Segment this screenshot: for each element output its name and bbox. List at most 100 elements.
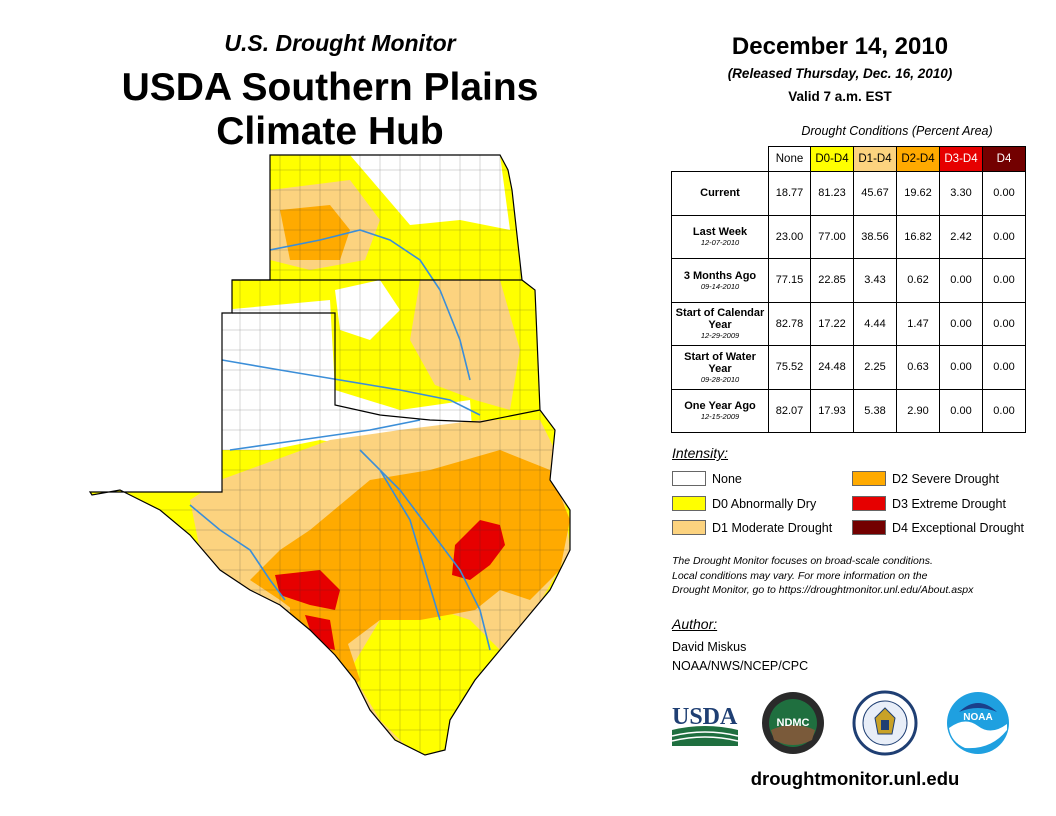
table-cell: 77.15 (768, 258, 811, 303)
disclaimer-note: The Drought Monitor focuses on broad-sca… (672, 554, 1042, 598)
table-cell: 82.78 (768, 301, 811, 346)
ndmc-logo-text: NDMC (777, 717, 810, 729)
table-cell: 2.90 (896, 388, 940, 433)
table-row: 3 Months Ago 09-14-2010 77.15 22.85 3.43 … (671, 258, 1026, 303)
drought-map (88, 154, 571, 756)
legend-swatch (672, 520, 706, 535)
legend-swatch (852, 520, 886, 535)
col-header-none: None (768, 146, 811, 172)
table-cell: 22.85 (810, 258, 854, 303)
table-cell: 0.00 (982, 301, 1026, 346)
author-name: David Miskus (672, 640, 747, 654)
table-cell: 82.07 (768, 388, 811, 433)
table-cell: 3.43 (853, 258, 897, 303)
table-cell: 0.00 (982, 258, 1026, 303)
row-label: Start of Water Year 09-28-2010 (671, 345, 769, 390)
table-row: Last Week 12-07-2010 23.00 77.00 38.56 16… (671, 214, 1026, 259)
intensity-title: Intensity: (672, 445, 729, 461)
table-cell: 5.38 (853, 388, 897, 433)
table-cell: 23.00 (768, 214, 811, 259)
author-org: NOAA/NWS/NCEP/CPC (672, 659, 809, 673)
col-header-d4: D4 (982, 146, 1026, 172)
table-cell: 0.62 (896, 258, 940, 303)
row-label: Start of Calendar Year 12-29-2009 (671, 301, 769, 346)
footer-url[interactable]: droughtmonitor.unl.edu (750, 768, 960, 789)
legend-label: D2 Severe Drought (892, 471, 1000, 486)
table-cell: 0.00 (939, 388, 983, 433)
usda-logo: USDA (671, 704, 739, 746)
row-label: 3 Months Ago 09-14-2010 (671, 258, 769, 303)
table-cell: 0.00 (982, 388, 1026, 433)
col-header-d1-d4: D1-D4 (853, 146, 897, 172)
legend-swatch (852, 496, 886, 511)
table-cell: 77.00 (810, 214, 854, 259)
legend-item-d1: D1 Moderate Drought (672, 520, 832, 535)
legend-swatch (672, 471, 706, 486)
legend-item-d4: D4 Exceptional Drought (852, 520, 1024, 535)
map-subtitle: U.S. Drought Monitor (224, 30, 456, 56)
table-cell: 1.47 (896, 301, 940, 346)
table-cell: 19.62 (896, 171, 940, 216)
ndmc-logo: NDMC (762, 692, 824, 754)
table-cell: 38.56 (853, 214, 897, 259)
valid-time: Valid 7 a.m. EST (788, 89, 892, 104)
table-cell: 0.00 (982, 171, 1026, 216)
table-cell: 4.44 (853, 301, 897, 346)
legend-item-none: None (672, 471, 742, 486)
table-cell: 45.67 (853, 171, 897, 216)
legend-label: None (712, 471, 742, 486)
table-cell: 0.00 (939, 345, 983, 390)
note-line: The Drought Monitor focuses on broad-sca… (672, 555, 933, 567)
table-cell: 0.00 (982, 345, 1026, 390)
legend-label: D4 Exceptional Drought (892, 520, 1025, 535)
table-cell: 17.22 (810, 301, 854, 346)
legend-label: D1 Moderate Drought (712, 520, 833, 535)
col-header-d3-d4: D3-D4 (939, 146, 983, 172)
legend-swatch (852, 471, 886, 486)
note-line: Local conditions may vary. For more info… (672, 569, 928, 582)
table-row: Start of Calendar Year 12-29-2009 82.78 1… (671, 301, 1026, 346)
conditions-table: None D0-D4 D1-D4 D2-D4 D3-D4 D4 Current … (671, 146, 1026, 433)
title-line-1: USDA Southern Plains (121, 66, 539, 109)
noaa-logo: NOAA (947, 692, 1009, 754)
table-cell: 81.23 (810, 171, 854, 216)
legend-swatch (672, 496, 706, 511)
table-cell: 2.25 (853, 345, 897, 390)
col-header-d0-d4: D0-D4 (810, 146, 854, 172)
row-label: One Year Ago 12-15-2009 (671, 388, 769, 433)
legend-label: D3 Extreme Drought (892, 496, 1006, 511)
table-cell: 16.82 (896, 214, 940, 259)
table-cell: 24.48 (810, 345, 854, 390)
col-header-d2-d4: D2-D4 (896, 146, 940, 172)
release-date: (Released Thursday, Dec. 16, 2010) (727, 66, 953, 81)
legend-item-d3: D3 Extreme Drought (852, 496, 1006, 511)
author-info: David Miskus NOAA/NWS/NCEP/CPC (672, 638, 808, 676)
table-cell: 0.63 (896, 345, 940, 390)
report-date: December 14, 2010 (731, 33, 949, 60)
table-cell: 0.00 (939, 301, 983, 346)
table-row: Start of Water Year 09-28-2010 75.52 24.4… (671, 345, 1026, 390)
table-row: Current 18.77 81.23 45.67 19.62 3.30 0.0… (671, 171, 1026, 216)
row-label: Current (671, 171, 769, 216)
table-cell: 3.30 (939, 171, 983, 216)
table-cell: 75.52 (768, 345, 811, 390)
title-line-2: Climate Hub (216, 110, 444, 153)
legend-label: D0 Abnormally Dry (712, 496, 817, 511)
note-line: Drought Monitor, go to https://droughtmo… (672, 584, 974, 596)
author-title: Author: (672, 616, 718, 632)
legend-item-d0: D0 Abnormally Dry (672, 496, 816, 511)
conditions-title: Drought Conditions (Percent Area) (801, 124, 993, 138)
table-cell: 2.42 (939, 214, 983, 259)
table-cell: 0.00 (939, 258, 983, 303)
table-cell: 18.77 (768, 171, 811, 216)
table-cell: 17.93 (810, 388, 854, 433)
table-row: One Year Ago 12-15-2009 82.07 17.93 5.38 … (671, 388, 1026, 433)
noaa-logo-text: NOAA (963, 712, 992, 723)
legend-item-d2: D2 Severe Drought (852, 471, 999, 486)
table-cell: 0.00 (982, 214, 1026, 259)
commerce-seal-icon (852, 690, 918, 756)
row-label: Last Week 12-07-2010 (671, 214, 769, 259)
usda-logo-text: USDA (672, 704, 738, 730)
map-title: USDA Southern Plains Climate Hub (60, 66, 600, 154)
table-header-row: None D0-D4 D1-D4 D2-D4 D3-D4 D4 (672, 146, 1026, 172)
